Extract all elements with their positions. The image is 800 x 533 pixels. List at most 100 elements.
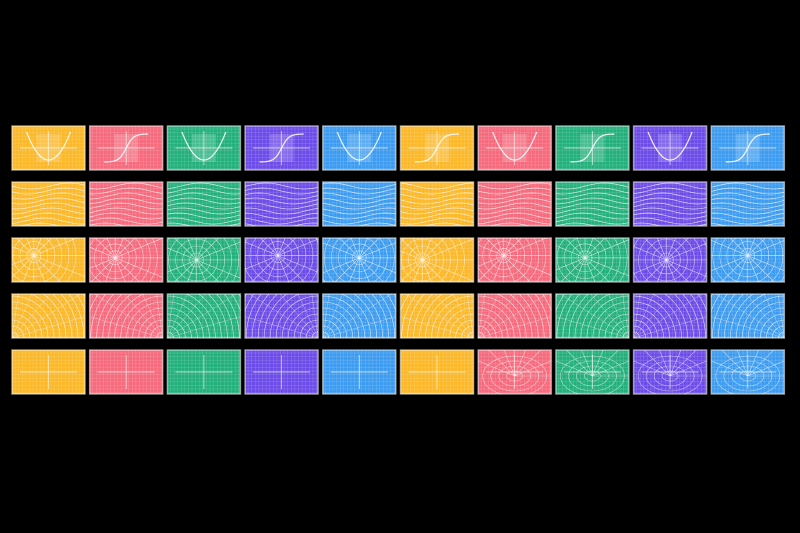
tile (166, 181, 242, 227)
curve (336, 131, 382, 161)
wave (89, 207, 163, 215)
ray (115, 257, 163, 278)
tile-background (632, 293, 708, 339)
tile-pattern (245, 294, 319, 338)
wave (400, 192, 474, 200)
ray (747, 350, 775, 377)
shade (269, 134, 294, 162)
ray (478, 294, 485, 338)
ray (584, 257, 629, 277)
tile (244, 349, 319, 395)
curve (647, 131, 693, 161)
ray (747, 360, 785, 377)
tile (88, 293, 164, 339)
wave (89, 222, 163, 226)
ray (114, 257, 126, 282)
ray (12, 255, 35, 278)
wave (167, 202, 241, 210)
ray (400, 259, 423, 282)
ring (408, 245, 437, 275)
tile-pattern (633, 238, 707, 282)
ray (503, 238, 548, 256)
ray (747, 240, 785, 256)
tile-background (11, 293, 86, 339)
tile-pattern (322, 182, 396, 226)
tile (322, 181, 397, 227)
tile-pattern (633, 350, 707, 394)
tile-pattern (633, 126, 707, 170)
shade (425, 134, 449, 162)
wave (167, 212, 241, 220)
ray (174, 259, 197, 282)
wave (322, 217, 396, 225)
shade (114, 134, 139, 162)
shade (347, 134, 372, 162)
ray (584, 239, 629, 259)
axes (253, 355, 311, 389)
ray (277, 255, 305, 282)
ray (322, 294, 330, 338)
tile-pattern (89, 238, 163, 282)
wave (478, 197, 552, 205)
wave (322, 182, 396, 190)
wave (478, 207, 552, 215)
ring (19, 241, 49, 270)
ring (270, 248, 286, 263)
wave (167, 207, 241, 215)
ring (344, 243, 374, 273)
ray (245, 241, 279, 256)
wave (555, 207, 629, 215)
ray (643, 350, 671, 377)
wave (89, 192, 163, 200)
ray (576, 238, 586, 258)
ring (556, 238, 614, 282)
wave (711, 217, 785, 225)
wave (633, 222, 707, 226)
ring (324, 238, 395, 282)
wave (633, 192, 707, 200)
tile-pattern (555, 238, 629, 282)
tile-pattern (711, 126, 785, 170)
ray (322, 294, 344, 338)
wave (89, 182, 163, 190)
ray (12, 294, 81, 338)
tile (555, 125, 630, 171)
ray (657, 238, 667, 261)
ray (277, 255, 290, 282)
axes (641, 131, 699, 165)
tile (399, 293, 475, 339)
ray (514, 360, 552, 377)
wave (322, 187, 396, 195)
ring (740, 248, 756, 263)
ray (592, 350, 619, 377)
ray (277, 255, 319, 273)
tile-pattern (12, 350, 85, 394)
ray (167, 316, 241, 338)
ring (733, 241, 763, 270)
tile (166, 293, 242, 339)
wave (478, 187, 552, 195)
tile-pattern (89, 126, 163, 170)
wave (711, 222, 785, 226)
wave (711, 192, 785, 200)
ray (644, 238, 667, 261)
axes (97, 355, 155, 389)
wave (12, 192, 85, 200)
ray (196, 259, 220, 282)
ray (422, 259, 432, 282)
ray (584, 257, 610, 282)
tile (710, 293, 786, 339)
ray (245, 316, 319, 338)
ray (89, 316, 163, 338)
tile (399, 125, 475, 171)
ray (89, 257, 116, 269)
tile (88, 125, 164, 171)
wave (400, 202, 474, 210)
ray (574, 257, 586, 282)
ray (400, 238, 423, 261)
wave (12, 182, 85, 190)
ray (33, 238, 52, 256)
ray (422, 238, 445, 261)
axes (408, 355, 466, 389)
tile-pattern (711, 350, 785, 394)
